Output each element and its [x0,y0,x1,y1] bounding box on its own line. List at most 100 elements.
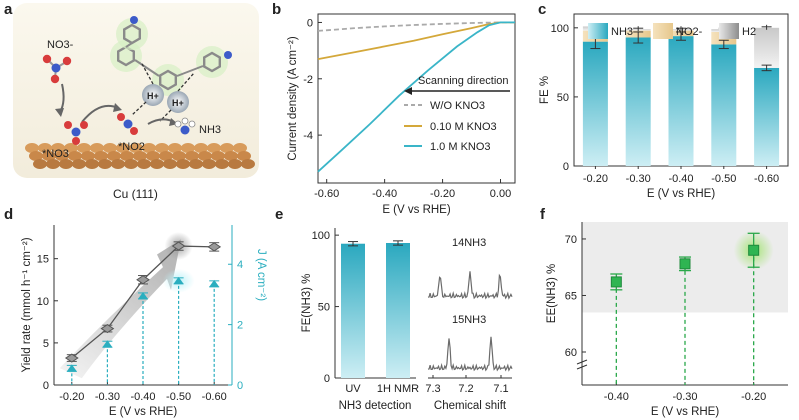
cu-atom [42,151,56,161]
y-tick-label: 100 [312,230,330,242]
aromatic-ring [202,51,222,73]
nmr-spectrum-14nh3 [427,271,513,300]
j-marker [209,279,220,287]
nmr-x-axis-label: Chemical shift [434,400,507,412]
cu-surface [25,143,255,169]
y-tick-label: 5 [43,338,49,350]
y-tick-label: 0 [324,373,330,385]
h-bond-1 [140,61,154,85]
panel-e-label: e [275,206,283,223]
aromatic-bond [176,65,204,77]
yield-marker [171,241,186,251]
cu-atom [38,143,52,153]
reaction-arrow-1-head [55,108,64,117]
axis-break [576,364,588,370]
x-axis-label: E (V vs RHE) [382,204,451,216]
x-axis-label: E (V vs RHE) [651,406,720,418]
cu-atom [133,151,147,161]
amine-nitrogen [130,16,138,24]
y2-tick-label: 4 [237,259,243,271]
x-tick-label: 1H NMR [377,383,419,395]
chart-d: 0 5 10 15 0 2 4 Yield rate (mmol h⁻¹ cm⁻²) J (A … [21,225,267,418]
cu-atom [224,151,238,161]
cu-atom [46,159,60,169]
x-tick-label: -0.60 [202,391,227,403]
cu-atom [172,151,186,161]
cu-atom [155,143,169,153]
y-tick-label: 0 [43,380,49,392]
y-axis-label: Current density (A cm⁻²) [287,36,299,160]
x-tick-label: -0.30 [672,391,697,403]
series-line-2 [317,21,515,173]
y2-tick-label: 2 [237,320,243,332]
legend-label-2: H2 [742,26,756,38]
bar-nh3 [625,37,651,167]
cu-atom [211,151,225,161]
nmr-x-tick-label: 7.2 [458,383,473,395]
cu-atom [64,143,78,153]
aromatic-ring [116,45,136,67]
label-nh3: NH3 [199,124,221,136]
plot-frame [317,13,516,184]
y-tick-label: 100 [551,23,569,35]
y-tick-label: -2 [303,74,313,86]
aromatic-ring [158,69,178,91]
y-axis-label: Yield rate (mmol h⁻¹ cm⁻²) [21,237,33,372]
x-tick-label: UV [345,383,361,395]
aromatic-bond [134,59,160,77]
label-no3-star: *NO3 [42,148,69,160]
cu-atom [159,151,173,161]
y-tick-label: 0 [563,161,569,173]
cu-atom [116,143,130,153]
cu-atom [220,143,234,153]
cu-atom [181,143,195,153]
x-tick-label: -0.50 [711,173,736,185]
y-tick-label: 50 [318,302,330,314]
legend-swatch-0 [588,23,608,39]
bar-nh3 [754,67,780,166]
panel-a: a H+ H+ [4,1,259,201]
cu-atom [142,143,156,153]
amine-nitrogen [224,51,232,59]
panel-f: f 60 65 70 EE(NH3) % -0.40 -0.30 -0.20 E (V vs … [540,206,788,418]
nmr-x-tick-label: 7.3 [425,383,440,395]
x-axis-label: E (V vs RHE) [647,188,716,200]
fe-bar [386,243,410,378]
no3-adsorbate [64,121,88,145]
cu-atom [129,143,143,153]
cu-atom [120,151,134,161]
nh3-adsorbate [174,117,196,135]
x-tick-label: -0.60 [754,173,779,185]
fe-bar [341,243,365,378]
cu-atom [72,159,86,169]
aromatic-bond [125,42,133,48]
legend-swatch-2 [719,23,739,39]
nmr-spectrum-15nh3 [427,336,513,372]
cu-atom [33,159,47,169]
no2-adsorbate [117,113,138,135]
yield-marker [136,275,150,285]
cu-atom [241,159,255,169]
ee-marker [679,258,691,270]
cu-atom [111,159,125,169]
j-marker [173,276,184,284]
cu-atom [137,159,151,169]
legend-label-2: 1.0 M KNO3 [430,141,491,153]
y2-axis-label: J (A cm⁻²) [255,249,267,301]
panel-c-label: c [538,1,546,18]
legend-label-0: W/O KNO3 [430,100,485,112]
legend-label-0: NH3 [611,26,633,38]
no3-molecule [42,54,72,84]
y-axis-label: EE(NH3) % [546,264,558,323]
x-axis-label: E (V vs RHE) [109,406,178,418]
chart-f: 60 65 70 EE(NH3) % -0.40 -0.30 -0.20 E (V vs RH… [546,222,788,418]
legend-swatch-1 [653,23,673,39]
panel-c: c 0 50 100 FE % -0.20 -0.30 -0.40 -0.50 -0.60 E (… [538,1,789,200]
nmr-label-14nh3: 14NH3 [452,237,486,249]
nmr-x-tick-label: 7.1 [493,383,508,395]
cu-atom [51,143,65,153]
x-tick-label: -0.50 [166,391,191,403]
y-tick-label: 65 [565,290,577,302]
label-no2-star: *NO2 [118,141,145,153]
